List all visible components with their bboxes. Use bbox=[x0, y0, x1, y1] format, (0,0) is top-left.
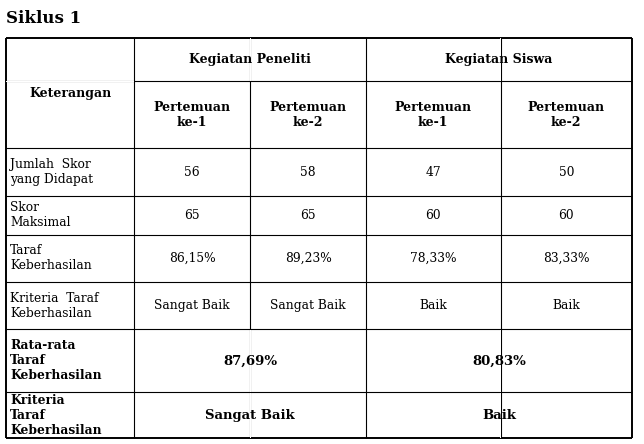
Text: Pertemuan
ke-2: Pertemuan ke-2 bbox=[269, 101, 346, 129]
Text: Baik: Baik bbox=[553, 299, 580, 312]
Text: Kegiatan Peneliti: Kegiatan Peneliti bbox=[189, 53, 311, 66]
Text: 87,69%: 87,69% bbox=[223, 354, 277, 367]
Text: Baik: Baik bbox=[419, 299, 447, 312]
Text: Pertemuan
ke-1: Pertemuan ke-1 bbox=[395, 101, 472, 129]
Bar bbox=[500, 39, 501, 81]
Text: Kriteria
Taraf
Keberhasilan: Kriteria Taraf Keberhasilan bbox=[10, 394, 102, 437]
Bar bbox=[500, 393, 501, 437]
Text: Sangat Baik: Sangat Baik bbox=[205, 408, 295, 422]
Text: 65: 65 bbox=[300, 209, 316, 222]
Text: Keterangan: Keterangan bbox=[29, 87, 111, 100]
Text: Sangat Baik: Sangat Baik bbox=[270, 299, 346, 312]
Text: 50: 50 bbox=[558, 166, 574, 178]
Text: Taraf
Keberhasilan: Taraf Keberhasilan bbox=[10, 244, 91, 273]
Text: Rata-rata
Taraf
Keberhasilan: Rata-rata Taraf Keberhasilan bbox=[10, 339, 102, 382]
Text: Pertemuan
ke-1: Pertemuan ke-1 bbox=[154, 101, 231, 129]
Text: Jumlah  Skor
yang Didapat: Jumlah Skor yang Didapat bbox=[10, 158, 93, 186]
Text: 60: 60 bbox=[558, 209, 574, 222]
Text: 78,33%: 78,33% bbox=[410, 252, 457, 265]
Bar bbox=[6, 81, 134, 82]
Text: 86,15%: 86,15% bbox=[169, 252, 216, 265]
Bar bbox=[250, 393, 251, 437]
Text: 56: 56 bbox=[184, 166, 200, 178]
Text: 60: 60 bbox=[426, 209, 441, 222]
Text: Siklus 1: Siklus 1 bbox=[6, 10, 81, 27]
Text: 80,83%: 80,83% bbox=[472, 354, 526, 367]
Text: 58: 58 bbox=[300, 166, 316, 178]
Bar bbox=[250, 39, 251, 81]
Text: 65: 65 bbox=[184, 209, 200, 222]
Text: 47: 47 bbox=[426, 166, 441, 178]
Text: 83,33%: 83,33% bbox=[543, 252, 589, 265]
Text: Baik: Baik bbox=[482, 408, 516, 422]
Text: Kriteria  Taraf
Keberhasilan: Kriteria Taraf Keberhasilan bbox=[10, 292, 99, 320]
Text: Pertemuan
ke-2: Pertemuan ke-2 bbox=[527, 101, 605, 129]
Text: 89,23%: 89,23% bbox=[285, 252, 332, 265]
Bar bbox=[500, 330, 501, 392]
Text: Skor
Maksimal: Skor Maksimal bbox=[10, 201, 70, 229]
Text: Sangat Baik: Sangat Baik bbox=[155, 299, 230, 312]
Text: Kegiatan Siswa: Kegiatan Siswa bbox=[445, 53, 553, 66]
Bar bbox=[250, 330, 251, 392]
